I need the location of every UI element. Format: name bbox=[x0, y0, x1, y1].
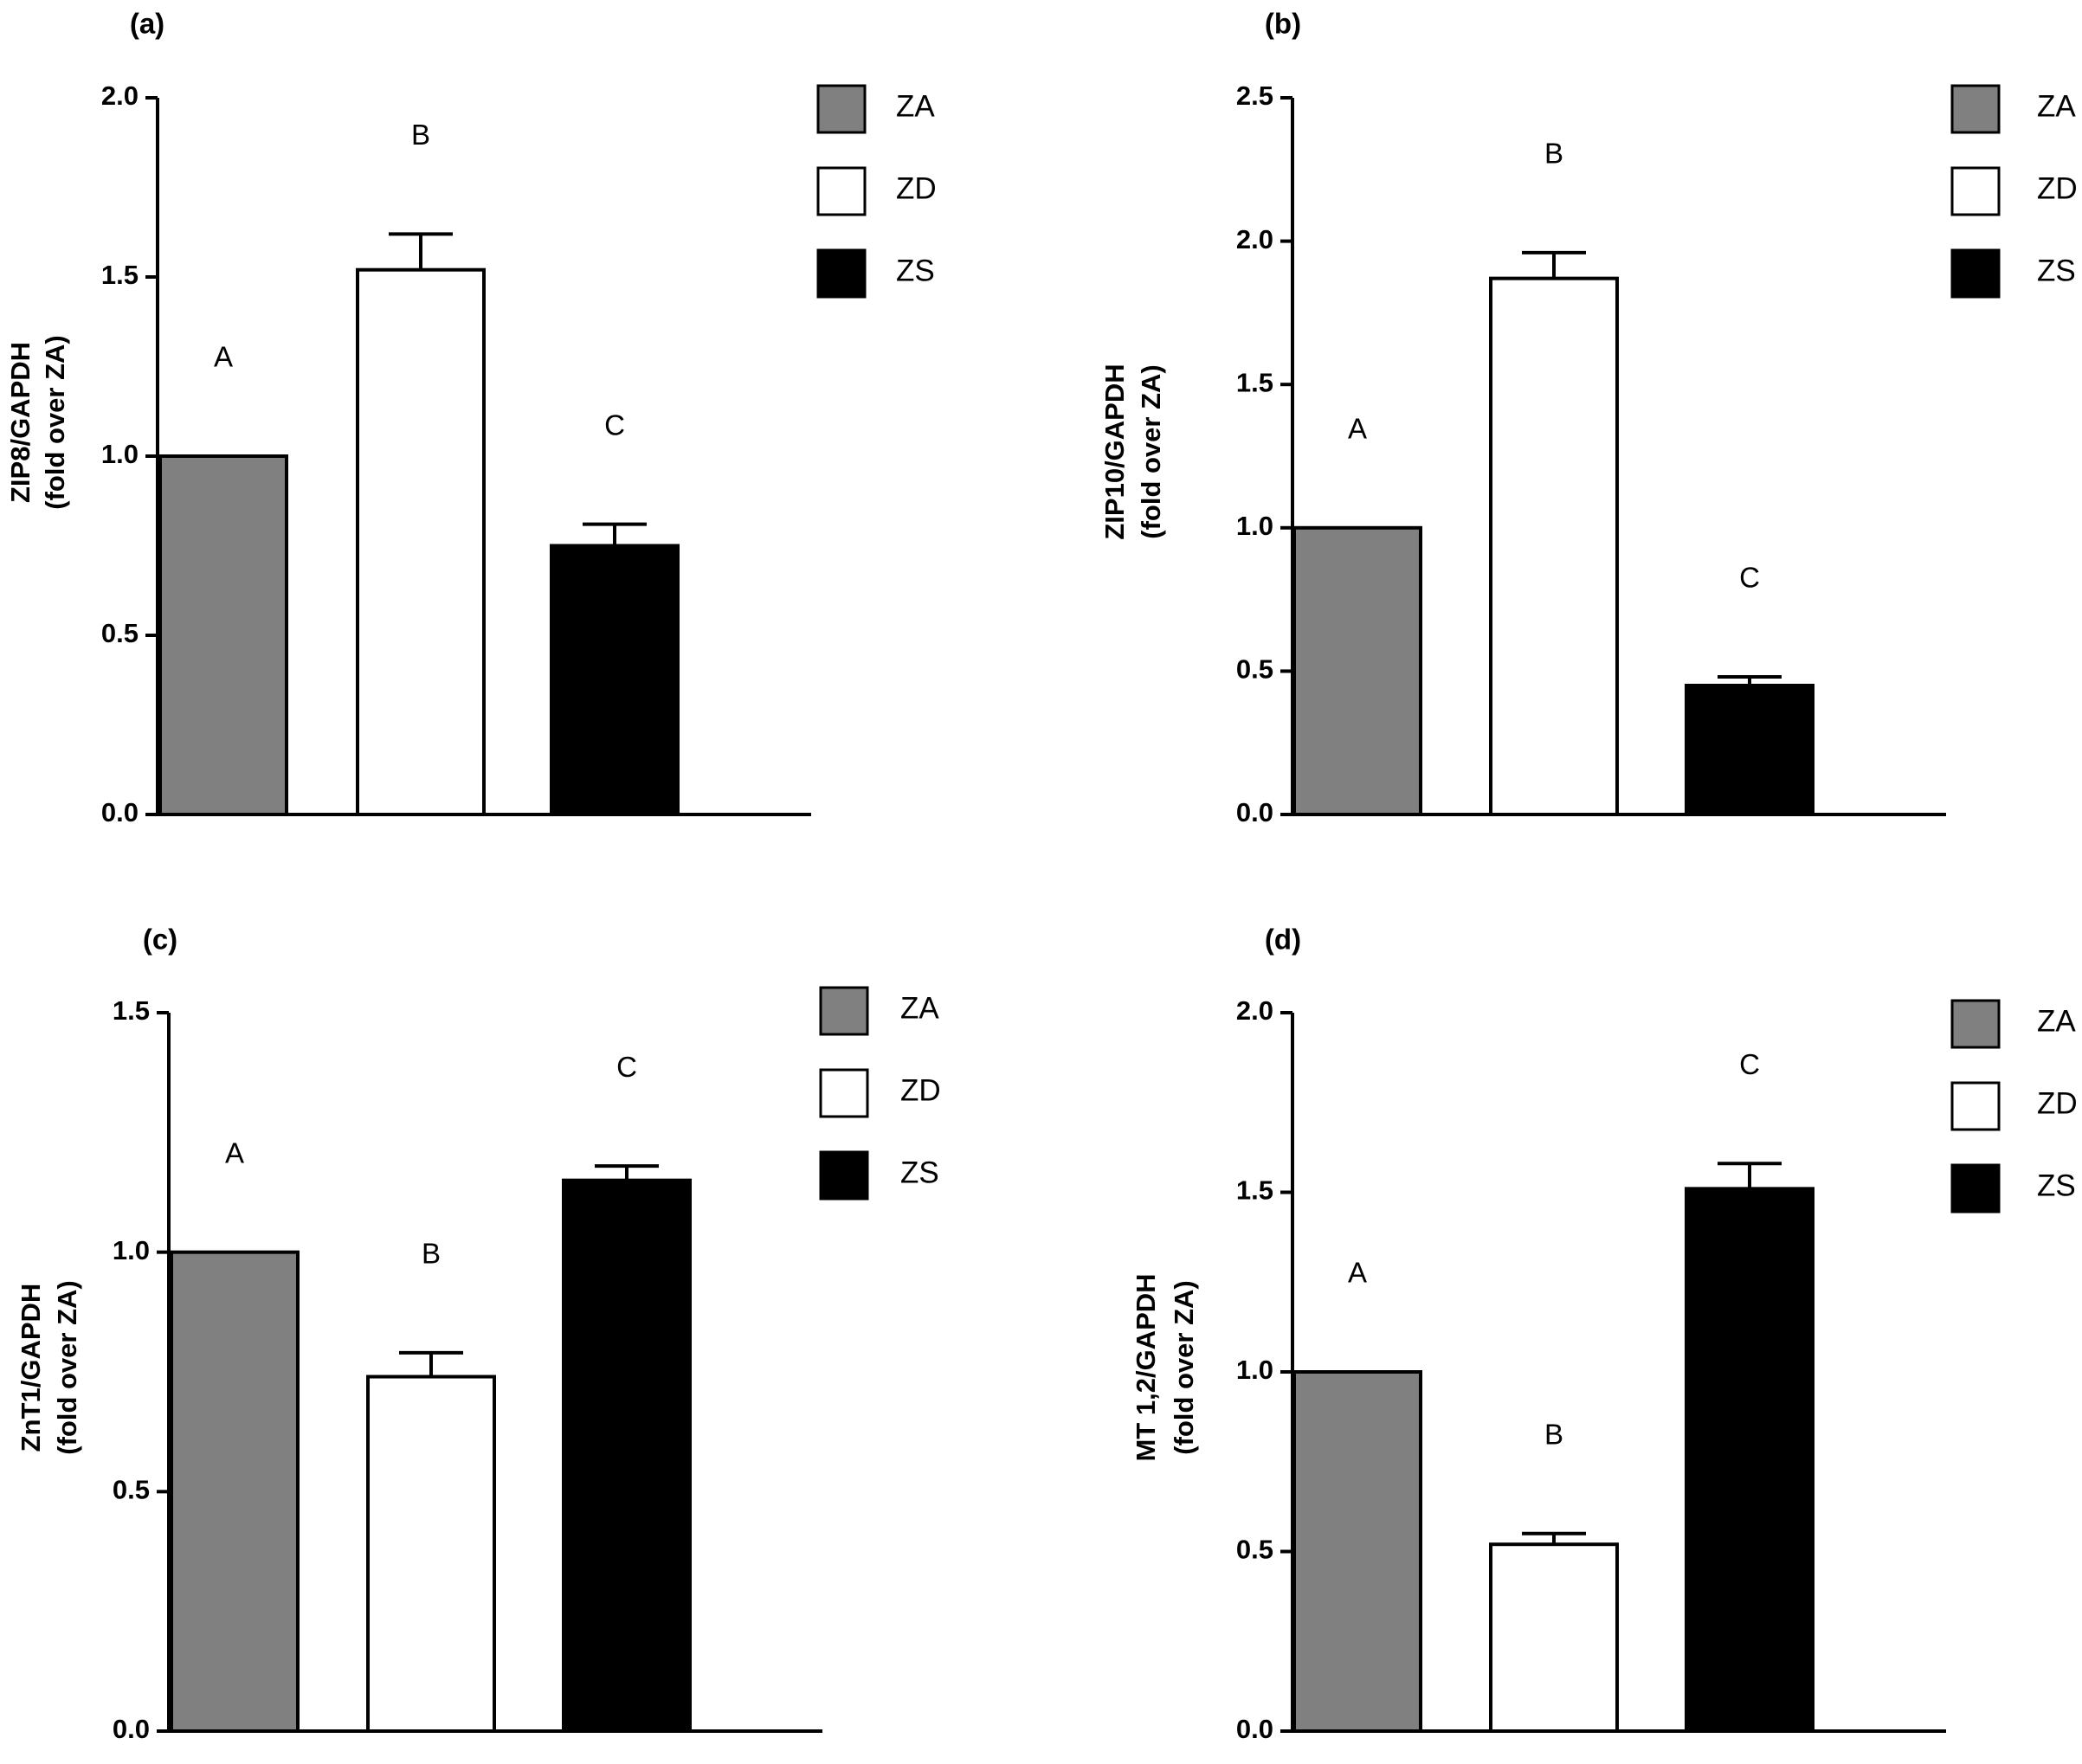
bar-zd bbox=[1489, 1542, 1619, 1733]
chart-panel-3: (c) 0.0 0.5 1.0 1.5 ZnT1/GAPDH (fold over ZA) A… bbox=[16, 924, 940, 1744]
chart-panel-1: (a) 0.0 0.5 1.0 1.5 2.0 ZIP8/GAPDH (fold over Z… bbox=[5, 8, 936, 827]
panel-label: (b) bbox=[1265, 8, 1301, 40]
y-axis-label: ZIP10/GAPDH bbox=[1099, 364, 1130, 539]
y-tick-label: 0.0 bbox=[113, 1714, 150, 1744]
bar-zs bbox=[550, 544, 680, 816]
significance-letter: B bbox=[1544, 1418, 1563, 1450]
y-tick-label: 0.0 bbox=[1236, 797, 1273, 827]
legend-label-zd: ZD bbox=[2037, 1086, 2078, 1120]
bar-za bbox=[158, 454, 288, 816]
y-tick-label: 1.0 bbox=[101, 439, 139, 469]
legend-label-za: ZA bbox=[2037, 89, 2076, 123]
significance-letter: A bbox=[225, 1136, 244, 1168]
y-tick-label: 1.5 bbox=[113, 995, 150, 1026]
y-tick-label: 2.5 bbox=[1236, 80, 1273, 111]
legend-swatch-za bbox=[819, 986, 869, 1036]
y-tick-label: 0.5 bbox=[101, 618, 139, 648]
legend-label-zs: ZS bbox=[896, 254, 935, 287]
panel-label: (c) bbox=[143, 924, 177, 956]
y-tick-label: 0.0 bbox=[1236, 1714, 1273, 1744]
y-tick-label: 1.5 bbox=[101, 260, 139, 290]
legend-swatch-zs bbox=[1950, 1163, 2001, 1214]
panel-label: (d) bbox=[1265, 924, 1301, 956]
significance-letter: C bbox=[604, 409, 625, 441]
y-tick-label: 1.5 bbox=[1236, 1175, 1273, 1206]
y-tick-label: 1.0 bbox=[1236, 511, 1273, 541]
legend-label-zd: ZD bbox=[2037, 171, 2078, 205]
significance-letter: B bbox=[411, 119, 430, 151]
legend-label-zd: ZD bbox=[896, 171, 937, 205]
significance-letter: B bbox=[1544, 138, 1563, 170]
bar-zs bbox=[1685, 683, 1814, 817]
legend-label-zs: ZS bbox=[2037, 254, 2076, 287]
y-tick-label: 2.0 bbox=[101, 80, 139, 111]
chart-panel-2: (b) 0.0 0.5 1.0 1.5 2.0 2.5 ZIP10/GAPDH (fold ov… bbox=[1099, 8, 2077, 827]
y-axis-label: (fold over ZA) bbox=[52, 1280, 82, 1455]
y-axis-label: (fold over ZA) bbox=[1136, 364, 1166, 539]
bar-zd bbox=[356, 267, 486, 817]
y-tick-label: 1.0 bbox=[113, 1235, 150, 1265]
legend-swatch-zs bbox=[819, 1150, 869, 1201]
legend-swatch-za bbox=[1950, 84, 2001, 134]
bar-za bbox=[170, 1250, 300, 1733]
bar-zd bbox=[366, 1375, 496, 1733]
legend-swatch-zs bbox=[1950, 248, 2001, 299]
y-tick-label: 2.0 bbox=[1236, 224, 1273, 254]
legend-label-zd: ZD bbox=[900, 1073, 941, 1107]
y-axis-label: (fold over ZA) bbox=[40, 335, 70, 510]
significance-letter: A bbox=[1348, 413, 1367, 445]
y-axis-label: (fold over ZA) bbox=[1169, 1280, 1199, 1455]
significance-letter: C bbox=[616, 1051, 637, 1083]
legend-swatch-zd bbox=[1950, 1081, 2001, 1131]
y-tick-label: 0.5 bbox=[1236, 654, 1273, 685]
legend-swatch-za bbox=[816, 84, 867, 134]
significance-letter: A bbox=[214, 341, 233, 373]
legend-swatch-zd bbox=[819, 1068, 869, 1118]
legend-swatch-za bbox=[1950, 999, 2001, 1049]
legend-label-za: ZA bbox=[2037, 1004, 2076, 1038]
bar-zs bbox=[1685, 1187, 1814, 1733]
y-tick-label: 1.0 bbox=[1236, 1355, 1273, 1385]
significance-letter: A bbox=[1348, 1257, 1367, 1289]
legend-label-za: ZA bbox=[896, 89, 935, 123]
y-axis-label: ZnT1/GAPDH bbox=[16, 1284, 46, 1452]
y-axis-label: ZIP8/GAPDH bbox=[5, 342, 35, 503]
legend-swatch-zs bbox=[816, 248, 867, 299]
bar-za bbox=[1292, 525, 1422, 816]
y-tick-label: 0.5 bbox=[113, 1475, 150, 1505]
y-tick-label: 0.5 bbox=[1236, 1535, 1273, 1565]
legend-swatch-zd bbox=[1950, 166, 2001, 216]
legend-label-zs: ZS bbox=[2037, 1168, 2076, 1202]
y-axis-label: MT 1,2/GAPDH bbox=[1131, 1273, 1161, 1461]
significance-letter: C bbox=[1739, 1048, 1760, 1080]
chart-panel-4: (d) 0.0 0.5 1.0 1.5 2.0 MT 1,2/GAPDH (fold over… bbox=[1131, 924, 2077, 1744]
bar-zs bbox=[562, 1178, 692, 1733]
bar-za bbox=[1292, 1370, 1422, 1733]
panel-label: (a) bbox=[130, 8, 164, 40]
legend-label-za: ZA bbox=[900, 991, 939, 1025]
significance-letter: B bbox=[422, 1238, 441, 1270]
significance-letter: C bbox=[1739, 562, 1760, 594]
y-tick-label: 2.0 bbox=[1236, 995, 1273, 1026]
legend-label-zs: ZS bbox=[900, 1156, 939, 1189]
legend-swatch-zd bbox=[816, 166, 867, 216]
y-tick-label: 0.0 bbox=[101, 797, 139, 827]
bar-zd bbox=[1489, 276, 1619, 816]
y-tick-label: 1.5 bbox=[1236, 367, 1273, 397]
